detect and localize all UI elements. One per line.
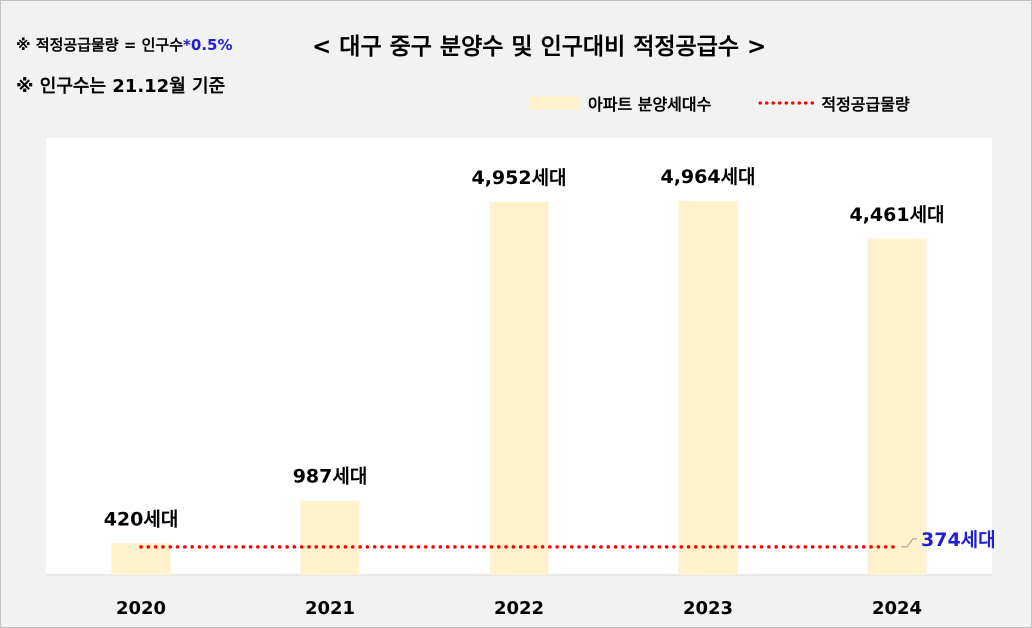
legend-bar-label: 아파트 분양세대수 bbox=[588, 95, 712, 114]
formula-note: ※ 적정공급물량 = 인구수*0.5% bbox=[16, 34, 232, 55]
x-tick-label-2023: 2023 bbox=[683, 598, 733, 619]
bar-2020 bbox=[111, 543, 171, 575]
legend: 아파트 분양세대수 적정공급물량 bbox=[530, 91, 910, 115]
supply-line-label: 374세대 bbox=[921, 529, 996, 551]
legend-item-bars: 아파트 분양세대수 bbox=[530, 91, 711, 115]
bar-2021 bbox=[300, 500, 360, 575]
chart-title: < 대구 중구 분양수 및 인구대비 적정공급수 > bbox=[312, 34, 767, 60]
bar-2023 bbox=[678, 200, 738, 575]
x-tick-label-2024: 2024 bbox=[872, 598, 922, 619]
data-label-2022: 4,952세대 bbox=[471, 167, 566, 189]
legend-bar-swatch bbox=[530, 96, 580, 110]
formula-note-prefix: ※ 적정공급물량 = 인구수 bbox=[16, 36, 184, 54]
data-label-2024: 4,461세대 bbox=[849, 204, 944, 226]
bar-2022 bbox=[489, 201, 549, 576]
legend-line-swatch bbox=[757, 101, 816, 105]
formula-note-accent: *0.5% bbox=[183, 36, 233, 54]
legend-item-line: 적정공급물량 bbox=[757, 91, 910, 115]
data-label-2020: 420세대 bbox=[104, 508, 179, 530]
supply-line-leader bbox=[901, 538, 917, 548]
x-tick-label-2021: 2021 bbox=[305, 598, 355, 619]
x-tick-label-2020: 2020 bbox=[116, 598, 166, 619]
population-basis-note: ※ 인구수는 21.12월 기준 bbox=[16, 76, 226, 97]
legend-line-label: 적정공급물량 bbox=[821, 95, 910, 114]
x-tick-label-2022: 2022 bbox=[494, 598, 544, 619]
data-label-2021: 987세대 bbox=[293, 466, 368, 488]
bar-2024 bbox=[867, 238, 927, 575]
data-label-2023: 4,964세대 bbox=[660, 166, 755, 188]
